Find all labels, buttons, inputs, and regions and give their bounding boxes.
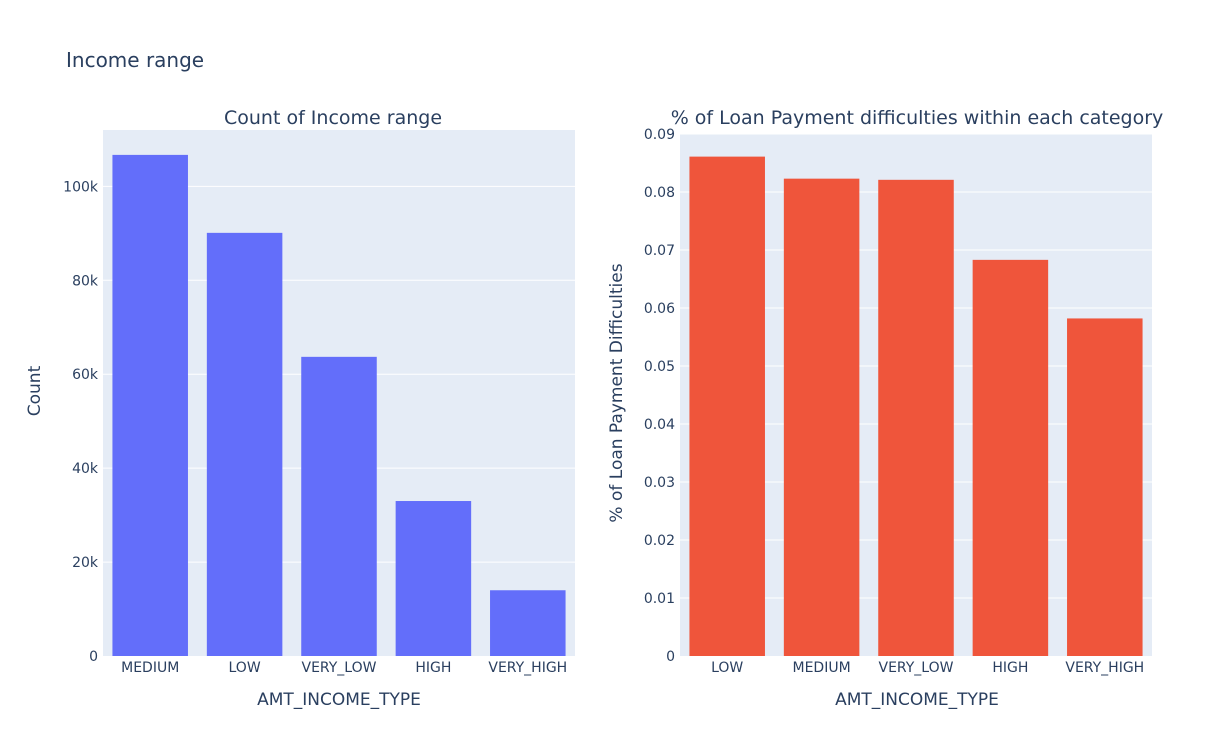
left-y-tick-label: 80k — [72, 273, 99, 289]
left-x-tick-label: VERY_LOW — [302, 660, 377, 676]
left-subplot-title: Count of Income range — [224, 107, 442, 129]
right-subplot-title: % of Loan Payment difficulties within ea… — [671, 107, 1164, 129]
left-y-tick-label: 100k — [63, 179, 99, 195]
right-y-tick-label: 0.06 — [644, 301, 675, 317]
left-bar-very-low[interactable] — [301, 356, 377, 656]
left-x-tick-label: MEDIUM — [121, 660, 179, 676]
right-bar-medium[interactable] — [783, 178, 860, 656]
right-x-tick-label: VERY_HIGH — [1065, 660, 1144, 676]
right-y-tick-label: 0.02 — [644, 533, 675, 549]
left-y-tick-label: 60k — [72, 367, 99, 383]
left-y-tick-label: 40k — [72, 461, 99, 477]
right-y-tick-label: 0.04 — [644, 417, 675, 433]
left-x-axis-title: AMT_INCOME_TYPE — [257, 690, 421, 710]
right-y-tick-label: 0 — [666, 649, 675, 665]
figure-title: Income range — [66, 48, 205, 72]
right-y-tick-label: 0.05 — [644, 359, 675, 375]
right-y-tick-label: 0.07 — [644, 243, 675, 259]
right-y-axis-title: % of Loan Payment Difficulties — [607, 263, 627, 522]
right-bar-very-low[interactable] — [878, 179, 954, 656]
right-x-tick-label: MEDIUM — [793, 660, 851, 676]
right-bar-very-high[interactable] — [1067, 318, 1143, 656]
right-y-tick-label: 0.08 — [644, 185, 675, 201]
left-subplot: Count of Income range AMT_INCOME_TYPE Co… — [25, 107, 575, 710]
left-x-tick-label: VERY_HIGH — [488, 660, 567, 676]
right-y-tick-label: 0.09 — [644, 127, 675, 143]
right-x-axis-title: AMT_INCOME_TYPE — [835, 690, 999, 710]
left-x-tick-label: LOW — [229, 660, 261, 676]
right-bar-low[interactable] — [689, 156, 765, 656]
left-y-tick-label: 20k — [72, 555, 99, 571]
left-bar-high[interactable] — [395, 501, 472, 656]
right-x-tick-label: VERY_LOW — [879, 660, 954, 676]
left-x-tick-label: HIGH — [415, 660, 451, 676]
left-bar-medium[interactable] — [112, 154, 188, 657]
right-bar-high[interactable] — [972, 259, 1049, 656]
left-y-tick-label: 0 — [89, 649, 98, 665]
right-x-tick-label: LOW — [711, 660, 743, 676]
right-y-tick-label: 0.01 — [644, 591, 675, 607]
right-x-tick-label: HIGH — [992, 660, 1028, 676]
right-y-tick-label: 0.03 — [644, 475, 675, 491]
left-bar-very-high[interactable] — [490, 590, 566, 656]
left-bar-low[interactable] — [206, 232, 283, 656]
left-y-axis-title: Count — [25, 365, 45, 416]
right-subplot: % of Loan Payment difficulties within ea… — [607, 107, 1163, 710]
